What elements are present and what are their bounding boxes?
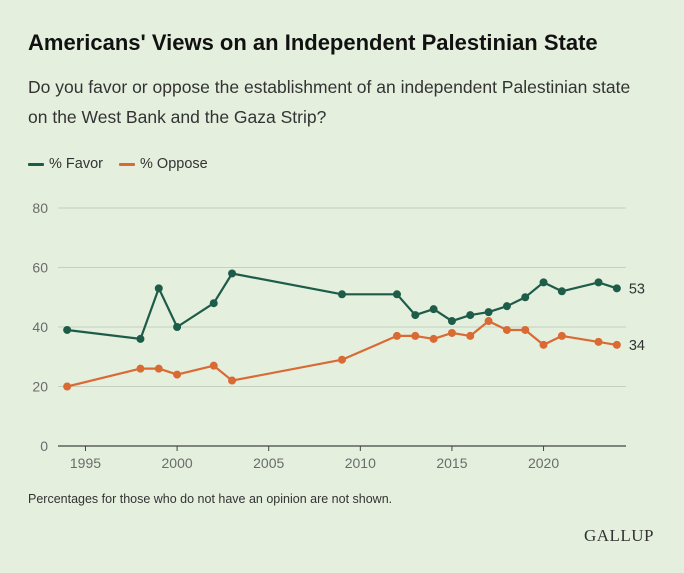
data-point-favor-1994	[63, 325, 72, 334]
data-point-favor-2012	[392, 290, 401, 299]
legend: % Favor % Oppose	[28, 156, 224, 172]
axis-layer: 0 20 40 60 80 1995 2000 2005 2010 2015 2020	[32, 200, 626, 471]
legend-label-oppose: % Oppose	[140, 156, 208, 172]
series-favor: 53	[63, 269, 645, 343]
x-tick-label-2005: 2005	[253, 455, 284, 471]
data-point-oppose-2020	[539, 340, 548, 349]
data-point-oppose-2003	[228, 376, 237, 385]
data-point-favor-2009	[338, 290, 346, 299]
grid-layer	[58, 207, 626, 387]
data-point-oppose-1998	[136, 364, 145, 373]
series-oppose: 34	[63, 317, 645, 391]
data-point-oppose-2000	[173, 370, 182, 379]
data-point-favor-2021	[557, 287, 566, 296]
data-point-oppose-2024	[612, 340, 621, 349]
data-point-oppose-2017	[484, 317, 493, 326]
data-point-favor-1999	[154, 284, 163, 293]
legend-item-oppose: % Oppose	[119, 156, 208, 172]
chart-title: Americans' Views on an Independent Pales…	[28, 30, 598, 55]
series-line-favor	[67, 272, 618, 340]
y-tick-label-20: 20	[32, 379, 48, 395]
brand-logo: GALLUP	[583, 526, 654, 545]
data-point-favor-2002	[209, 299, 218, 308]
y-tick-label-40: 40	[32, 319, 48, 335]
y-tick-label-60: 60	[32, 260, 48, 276]
data-point-oppose-2012	[392, 331, 401, 340]
data-point-oppose-2014	[429, 334, 438, 343]
legend-item-favor: % Favor	[28, 156, 103, 172]
series-layer: 53 34	[63, 269, 645, 391]
data-point-favor-2018	[502, 302, 511, 311]
footnote: Percentages for those who do not have an…	[28, 492, 393, 506]
end-label-oppose: 34	[629, 338, 645, 354]
x-tick-label-2020: 2020	[528, 455, 559, 471]
y-tick-label-0: 0	[40, 438, 48, 454]
x-tick-label-1995: 1995	[70, 455, 101, 471]
x-tick-label-2000: 2000	[162, 455, 193, 471]
data-point-favor-2013	[411, 311, 420, 320]
data-point-favor-1998	[136, 334, 145, 343]
data-point-oppose-2018	[502, 325, 511, 334]
data-point-favor-2014	[429, 305, 438, 314]
legend-swatch-favor	[28, 162, 44, 166]
legend-swatch-oppose	[119, 162, 135, 166]
data-point-oppose-2019	[521, 325, 530, 334]
data-point-oppose-2002	[209, 361, 218, 370]
series-line-oppose	[66, 320, 617, 388]
data-point-oppose-2023	[594, 337, 603, 346]
data-point-oppose-2021	[557, 331, 566, 340]
legend-label-favor: % Favor	[49, 156, 103, 172]
end-label-favor: 53	[629, 281, 645, 297]
data-point-oppose-2015	[447, 328, 456, 337]
data-point-oppose-2013	[411, 331, 420, 340]
data-point-favor-2015	[447, 317, 456, 326]
data-point-favor-2020	[539, 278, 548, 287]
data-point-favor-2023	[594, 278, 603, 287]
x-tick-label-2015: 2015	[436, 455, 467, 471]
data-point-favor-2003	[228, 269, 237, 278]
data-point-favor-2024	[612, 284, 621, 293]
data-point-oppose-2009	[338, 355, 346, 364]
x-tick-label-2010: 2010	[345, 455, 376, 471]
y-tick-label-80: 80	[32, 200, 48, 216]
data-point-favor-2019	[521, 293, 530, 302]
chart-subtitle: Do you favor or oppose the establishment…	[28, 77, 631, 127]
data-point-oppose-2016	[466, 331, 475, 340]
data-point-oppose-1999	[154, 364, 163, 373]
data-point-favor-2016	[466, 311, 475, 320]
data-point-oppose-1994	[63, 382, 72, 391]
data-point-favor-2017	[484, 308, 493, 317]
data-point-favor-2000	[173, 323, 182, 331]
